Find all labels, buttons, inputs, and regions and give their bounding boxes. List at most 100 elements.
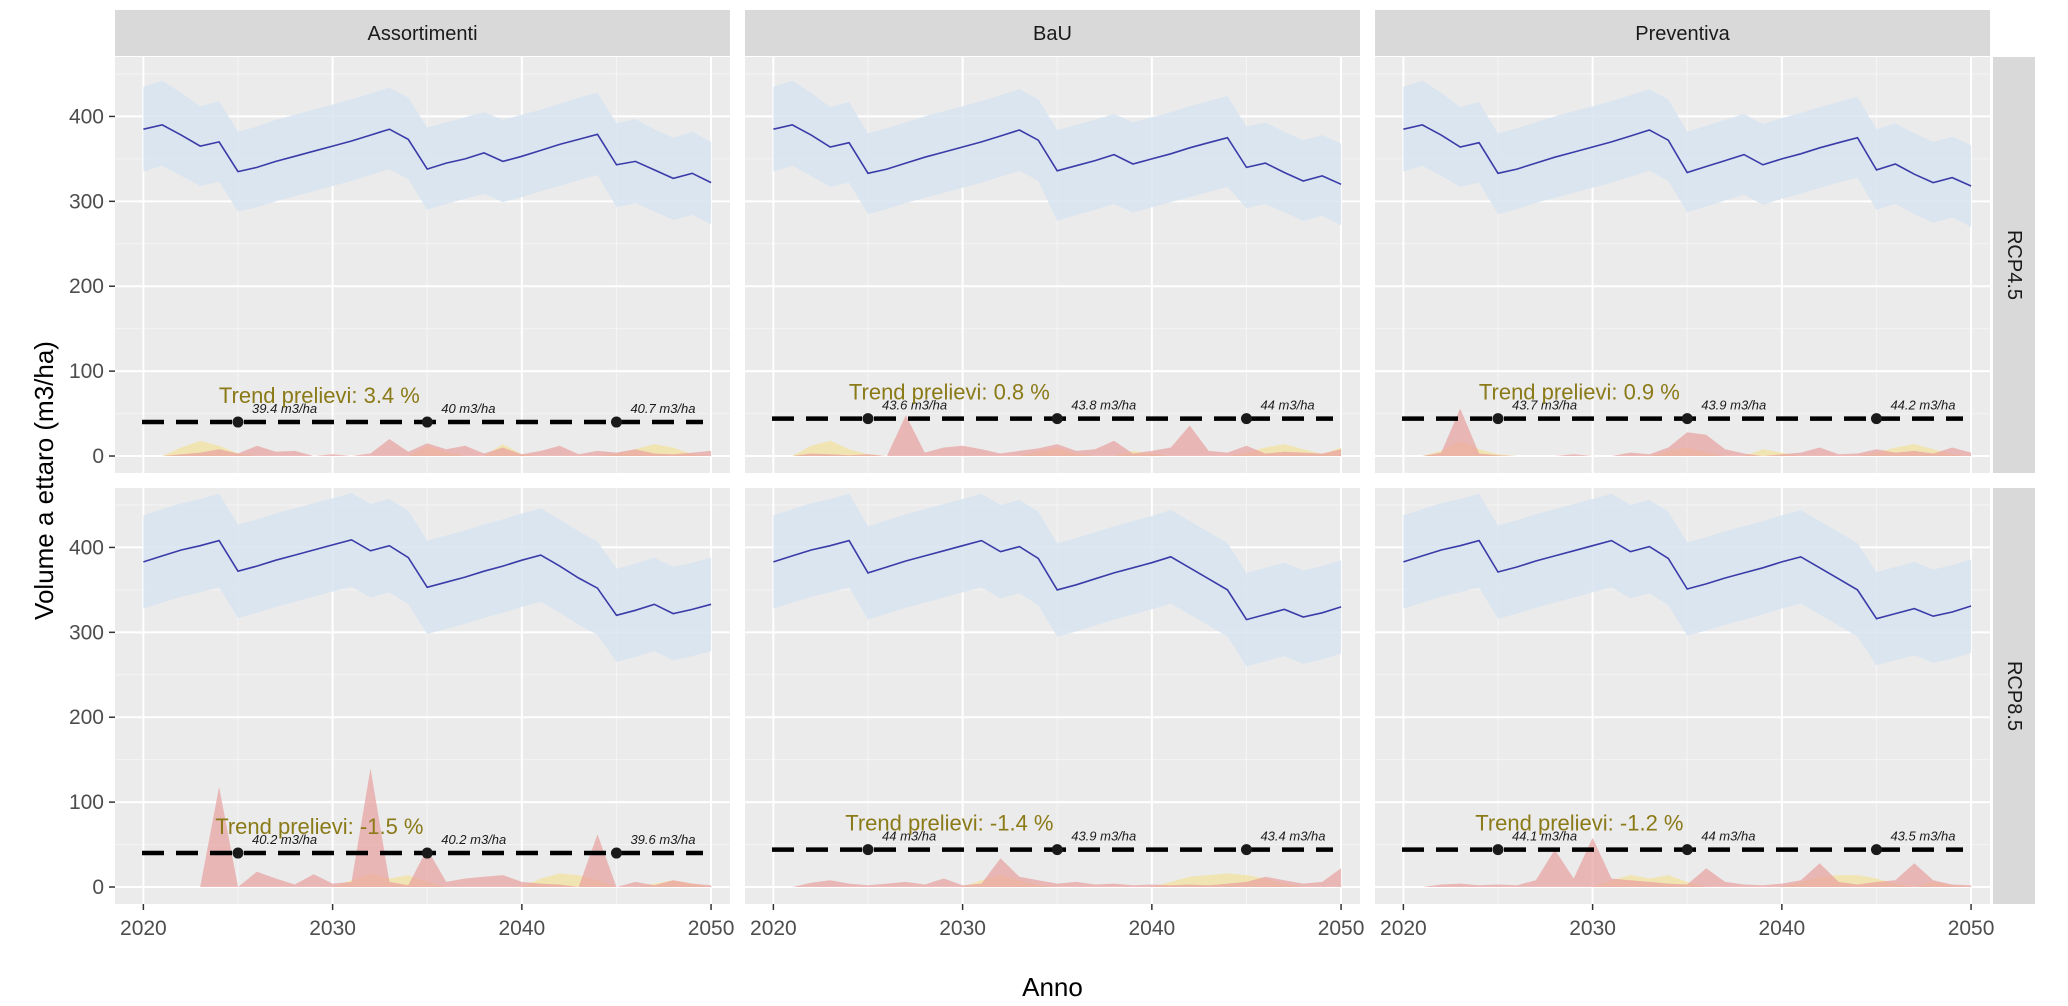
x-tick-label: 2050 [1318,917,1365,940]
y-tick-label: 100 [69,791,104,814]
y-tick-label: 0 [92,445,104,468]
y-tick-label: 400 [69,105,104,128]
mean-point [1492,413,1504,425]
volume-ribbon [773,80,1342,226]
volume-mean-line [1403,124,1972,187]
volume-ribbon [1403,80,1972,227]
mean-point [1240,413,1252,425]
trend-label: Trend prelievi: -1.4 % [845,811,1053,836]
y-tick-label: 0 [92,876,104,899]
row-strip-label: RCP4.5 [2003,230,2025,300]
y-tick-label: 100 [69,360,104,383]
facet-panel: 44 m3/ha 43.9 m3/ha 43.4 m3/ha Trend prelie… [745,488,1360,904]
column-strip-label: Assortimenti [367,23,477,45]
mean-point [1870,844,1882,856]
harvest-area-red [162,439,712,456]
facet-panel: 43.6 m3/ha 43.8 m3/ha 44 m3/ha Trend prelie… [745,57,1360,473]
y-tick-label: 200 [69,706,104,729]
y-tick-label: 300 [69,621,104,644]
mean-point [232,847,244,859]
volume-mean-line [143,538,712,617]
trend-label: Trend prelievi: -1.2 % [1475,811,1683,836]
mean-point [1051,844,1063,856]
x-tick-label: 2040 [1758,917,1805,940]
row-strip [1993,488,2035,904]
x-tick-label: 2050 [688,917,735,940]
mean-point [232,416,244,428]
column-strip [115,10,730,56]
column-strip [1375,10,1990,56]
volume-ribbon [143,80,712,225]
mean-point [610,416,622,428]
x-axis-title: Anno [1022,972,1083,1002]
volume-mean-line [143,124,712,184]
volume-mean-line [773,539,1342,621]
mean-point [421,847,433,859]
harvest-area-red [1422,408,1972,456]
mean-point [1492,844,1504,856]
column-strip-label: BaU [1033,23,1072,45]
trend-label: Trend prelievi: 3.4 % [219,383,420,408]
y-axis-title: Volume a ettaro (m3/ha) [29,341,59,620]
facet-panel: 39.4 m3/ha 40 m3/ha 40.7 m3/ha Trend prelie… [115,57,730,473]
y-tick-label: 200 [69,275,104,298]
mean-point [1870,413,1882,425]
x-tick-label: 2040 [1128,917,1175,940]
mean-point [1051,413,1063,425]
volume-ribbon [773,493,1342,667]
harvest-area-red [162,768,712,887]
harvest-area-yellow [792,873,1342,887]
harvest-area-yellow [162,873,712,887]
mean-value-label: 39.6 m3/ha [630,832,695,847]
y-tick-label: 300 [69,190,104,213]
facet-panel: 43.7 m3/ha 43.9 m3/ha 44.2 m3/ha Trend prel… [1375,57,1990,473]
facet-panel: 44.1 m3/ha 44 m3/ha 43.5 m3/ha Trend prelie… [1375,488,1990,904]
mean-point [862,844,874,856]
mean-value-label: 43.4 m3/ha [1260,829,1325,844]
mean-value-label: 44 m3/ha [882,829,936,844]
mean-point [1681,844,1693,856]
mean-point [862,413,874,425]
trend-label: Trend prelievi: 0.9 % [1479,380,1680,405]
x-tick-label: 2030 [309,917,356,940]
x-tick-label: 2020 [120,917,167,940]
x-tick-label: 2030 [939,917,986,940]
mean-value-label: 43.9 m3/ha [1701,398,1766,413]
volume-mean-line [773,124,1342,186]
mean-value-label: 44 m3/ha [1701,829,1755,844]
mean-value-label: 44.1 m3/ha [1512,829,1577,844]
mean-point [1681,413,1693,425]
mean-value-label: 40.2 m3/ha [441,832,506,847]
x-tick-label: 2030 [1569,917,1616,940]
y-tick-label: 400 [69,536,104,559]
mean-value-label: 40.7 m3/ha [630,401,695,416]
x-tick-label: 2040 [498,917,545,940]
mean-value-label: 40 m3/ha [441,401,495,416]
mean-value-label: 43.8 m3/ha [1071,398,1136,413]
mean-value-label: 43.9 m3/ha [1071,829,1136,844]
mean-point [610,847,622,859]
mean-value-label: 40.2 m3/ha [252,832,317,847]
trend-label: Trend prelievi: 0.8 % [849,380,1050,405]
x-tick-label: 2020 [1380,917,1427,940]
row-strip [1993,57,2035,473]
row-strip-label: RCP8.5 [2003,661,2025,731]
volume-ribbon [143,493,712,662]
volume-mean-line [1403,539,1972,620]
mean-value-label: 43.5 m3/ha [1890,829,1955,844]
mean-value-label: 44.2 m3/ha [1890,398,1955,413]
harvest-area-red [792,858,1342,887]
x-tick-label: 2020 [750,917,797,940]
x-tick-label: 2050 [1948,917,1995,940]
harvest-area-red [1422,837,1972,887]
mean-value-label: 44 m3/ha [1260,398,1314,413]
volume-ribbon [1403,493,1972,666]
mean-point [1240,844,1252,856]
harvest-area-red [792,415,1342,456]
trend-label: Trend prelievi: -1.5 % [215,814,423,839]
mean-point [421,416,433,428]
column-strip [745,10,1360,56]
mean-value-label: 43.7 m3/ha [1512,398,1577,413]
column-strip-label: Preventiva [1635,23,1730,45]
